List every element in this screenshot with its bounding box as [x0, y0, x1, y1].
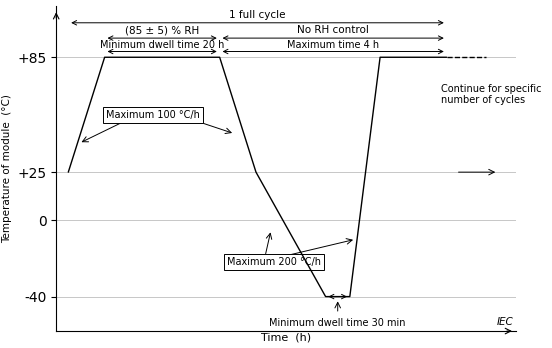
- Text: Continue for specific
number of cycles: Continue for specific number of cycles: [440, 84, 541, 105]
- Text: No RH control: No RH control: [297, 25, 369, 35]
- Text: IEC: IEC: [497, 317, 513, 327]
- Text: Minimum dwell time 30 min: Minimum dwell time 30 min: [269, 318, 406, 328]
- Text: Maximum 200 °C/h: Maximum 200 °C/h: [227, 257, 321, 267]
- Text: Maximum time 4 h: Maximum time 4 h: [287, 40, 379, 50]
- Text: 1 full cycle: 1 full cycle: [229, 10, 286, 20]
- Y-axis label: Temperature of module  (°C): Temperature of module (°C): [3, 94, 13, 243]
- X-axis label: Time  (h): Time (h): [261, 332, 311, 342]
- Text: (85 ± 5) % RH: (85 ± 5) % RH: [125, 25, 199, 35]
- Text: Minimum dwell time 20 h: Minimum dwell time 20 h: [100, 40, 224, 50]
- Text: Maximum 100 °C/h: Maximum 100 °C/h: [106, 110, 200, 120]
